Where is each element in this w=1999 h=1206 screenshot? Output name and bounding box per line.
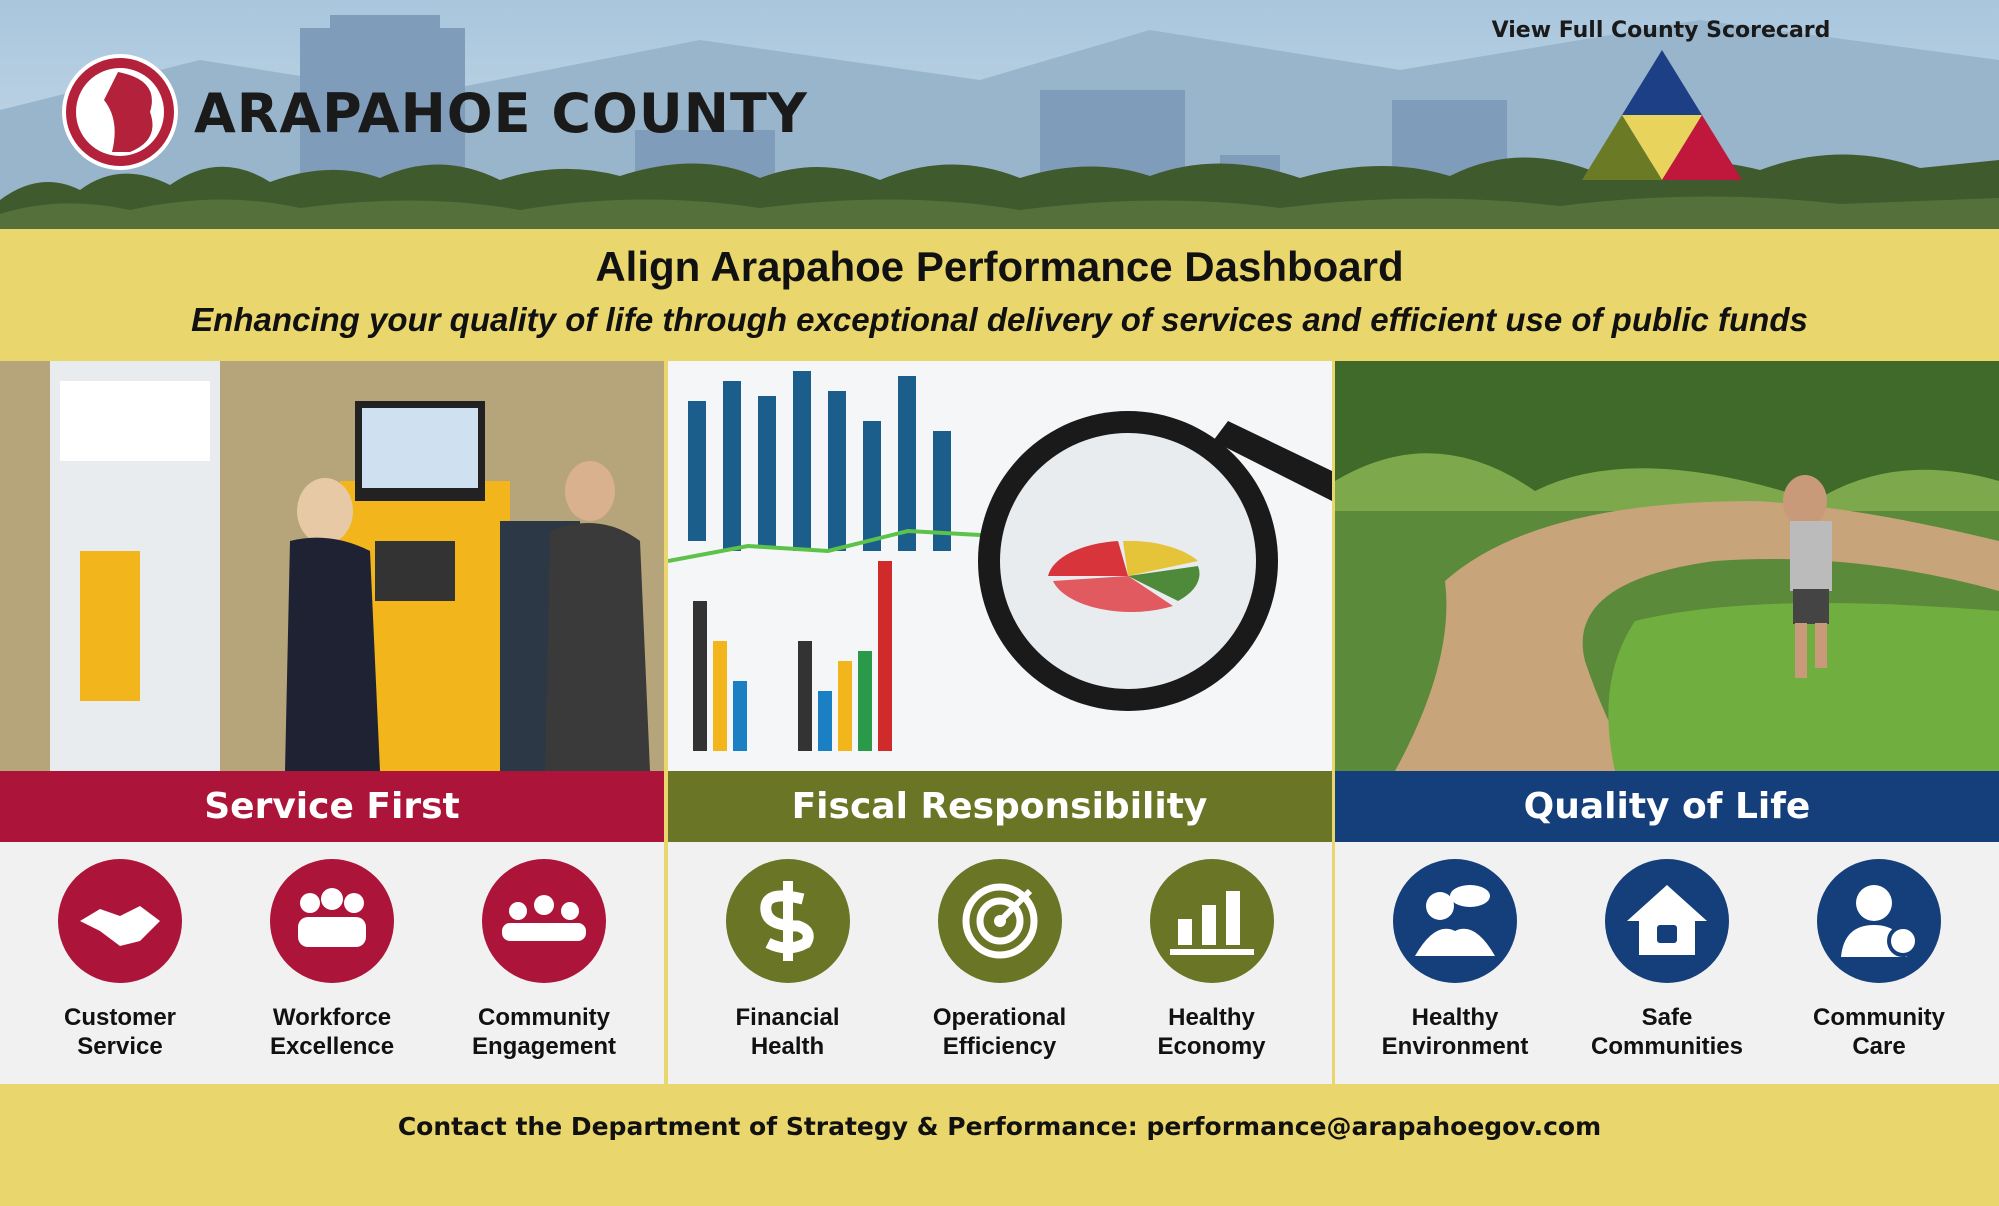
contact-text: Contact the Department of Strategy & Per… [397,1112,1602,1141]
icon-glyph [962,883,1037,959]
pillar-name: Fiscal Responsibility [667,771,1332,842]
icon-circle [1393,859,1517,983]
item-icon [725,859,850,983]
item-label: Operational Efficiency [932,1004,1067,1060]
item-label: Healthy Economy [1157,1004,1266,1060]
icon-circle [482,859,606,983]
item-label: Customer Service [63,1004,177,1060]
item-label: Safe Communities [1590,1004,1743,1060]
item-label: Community Engagement [471,1004,617,1060]
item-label: Healthy Environment [1381,1004,1529,1060]
header-backdrop [0,0,1999,229]
pillar-items: Healthy Environment Safe Communities Commu… [1335,842,1999,1084]
banner: Align Arapahoe Performance Dashboard Enh… [0,229,1999,361]
pillar-name: Service First [0,771,664,842]
icon-circle [1817,859,1941,983]
dashboard-title: Align Arapahoe Performance Dashboard [595,243,1404,290]
icon-glyph [1627,885,1707,955]
icon-glyph [1415,885,1495,956]
footer: Contact the Department of Strategy & Per… [0,1084,1999,1206]
icon-glyph [759,881,814,961]
logo-text: ARAPAHOE COUNTY [194,82,808,145]
header: ARAPAHOE COUNTY View Full County Scoreca… [0,0,1999,229]
pillar: Fiscal Responsibility Financial Health Ope… [667,361,1332,1084]
icon-glyph [1841,885,1919,957]
item-icon [482,859,606,983]
item-icon [1393,859,1517,983]
pillar: Quality of Life Healthy Environment Safe C… [1335,361,1999,1084]
pillar-item[interactable]: Safe Communities [1572,842,1762,1084]
pillar-item[interactable]: Workforce Excellence [237,842,427,1084]
item-icon [58,859,182,983]
dashboard-subtitle: Enhancing your quality of life through e… [191,301,1808,338]
pillar-item[interactable]: Financial Health [693,842,883,1084]
pillar-photo [0,361,664,771]
pillar-item[interactable]: Community Care [1784,842,1974,1084]
pillar-items: Customer Service Workforce Excellence Comm… [0,842,664,1084]
pillar-item[interactable]: Customer Service [25,842,215,1084]
item-label: Financial Health [735,1004,840,1060]
pillars: Service First Customer Service Workforce E… [0,361,1999,1084]
pillar-items: Financial Health Operational Efficiency He… [667,842,1332,1084]
scorecard-link[interactable]: View Full County Scorecard [1491,18,1831,43]
item-icon [1605,859,1729,983]
pillar-item[interactable]: Healthy Economy [1117,842,1307,1084]
item-icon [1817,859,1941,983]
icon-glyph [1169,891,1254,955]
item-icon [1149,859,1274,983]
icon-glyph [298,888,366,947]
pillar-photo [667,361,1332,771]
pillar-item[interactable]: Operational Efficiency [905,842,1095,1084]
pillar: Service First Customer Service Workforce E… [0,361,664,1084]
item-icon [937,859,1062,983]
icon-glyph [80,906,160,946]
icon-glyph [502,895,586,941]
item-label: Workforce Excellence [269,1004,395,1060]
pillar-item[interactable]: Community Engagement [449,842,639,1084]
pillar-item[interactable]: Healthy Environment [1360,842,1550,1084]
pillar-name: Quality of Life [1335,771,1999,842]
item-icon [270,859,394,983]
item-label: Community Care [1813,1004,1945,1060]
pillar-photo [1335,361,1999,771]
